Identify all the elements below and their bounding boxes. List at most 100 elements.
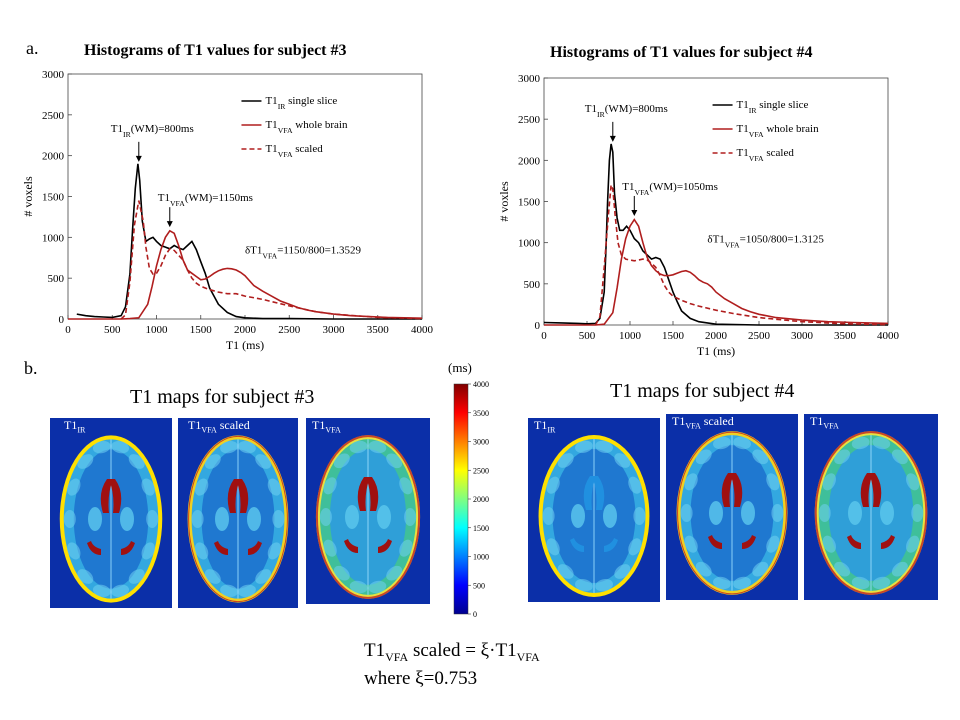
x-axis-label: T1 (ms) [697, 344, 735, 358]
y-tick-label: 2500 [42, 110, 65, 122]
colorbar-tick-label: 4000 [473, 380, 489, 389]
colorbar-gradient [453, 383, 469, 615]
x-tick-label: 0 [541, 330, 547, 342]
t1-map-vfa-scaled-subject3: T1VFA scaled [178, 418, 298, 608]
x-tick-label: 1000 [146, 324, 169, 336]
legend-entry-2: T1VFA scaled [737, 147, 795, 163]
colorbar-tick-label: 3500 [473, 409, 489, 418]
y-tick-label: 3000 [518, 73, 541, 85]
ventricle-horn-left [708, 535, 722, 549]
brain-gyrus [834, 561, 851, 577]
ventricle-horn-right [604, 538, 618, 552]
histogram-chart-subject3: 0 500 1000 1500 2000 2500 3000 3500 4000 0 500 1000… [21, 69, 434, 352]
annotation-arrowhead-1 [166, 221, 173, 228]
y-tick-label: 1000 [42, 232, 65, 244]
ventricle-left [721, 473, 734, 507]
series-line-2 [594, 184, 889, 326]
brain-gyrus [614, 564, 631, 579]
histogram-chart-subject4: 0 500 1000 1500 2000 2500 3000 3500 4000 0 500 1000… [497, 73, 900, 358]
brain-gyrus [128, 569, 145, 584]
series-line-0 [76, 163, 422, 320]
brain-gyrus [628, 476, 642, 494]
x-tick-label: 4000 [877, 330, 900, 342]
x-tick-label: 3000 [791, 330, 814, 342]
y-axis-label: # voxels [21, 176, 35, 217]
colorbar: 0 500 1000 1500 2000 2500 3000 3500 4000 [453, 380, 489, 619]
basal-ganglia-left [345, 505, 359, 529]
map-label: T1VFA scaled [188, 418, 250, 435]
y-tick-label: 1500 [518, 197, 541, 209]
brain-gyrus [766, 535, 780, 553]
map-label: T1VFA scaled [672, 414, 734, 431]
brain-gyrus [111, 441, 130, 454]
y-tick-label: 2500 [518, 114, 541, 126]
series-line-2 [120, 200, 423, 320]
panel-label-b: b. [24, 358, 38, 378]
brain-gyrus [557, 453, 574, 468]
brain-gyrus [595, 440, 613, 453]
brain-gyrus [713, 576, 731, 590]
y-tick-label: 500 [524, 279, 541, 291]
brain-gyrus [695, 561, 712, 577]
colorbar-tick-label: 0 [473, 610, 477, 619]
brain-gyrus [67, 478, 81, 496]
brain-slice [538, 435, 650, 597]
panel-label-a: a. [26, 38, 39, 58]
y-tick-label: 500 [48, 273, 65, 285]
colorbar-tick-label: 2000 [473, 495, 489, 504]
brain-gyrus [733, 576, 751, 590]
brain-gyrus [77, 454, 94, 469]
annotation-1: T1VFA(WM)=1150ms [158, 192, 253, 208]
map-label: T1VFA [312, 418, 341, 435]
legend-entry-1: T1VFA whole brain [265, 119, 348, 135]
brain-gyrus [546, 476, 560, 494]
brain-gyrus [771, 504, 784, 522]
map-label: T1VFA [810, 414, 839, 431]
ventricle-left [100, 479, 113, 513]
colorbar-tick-label: 500 [473, 581, 485, 590]
formula-line1: T1VFA scaled = ξ·T1VFA [364, 640, 540, 664]
basal-ganglia-right [880, 501, 894, 525]
basal-ganglia-left [709, 501, 723, 525]
brain-gyrus [766, 473, 780, 491]
ventricle-left [583, 476, 596, 510]
chart-title-subject4: Histograms of T1 values for subject #4 [550, 44, 813, 61]
x-tick-label: 2000 [234, 324, 257, 336]
colorbar-tick-label: 2500 [473, 466, 489, 475]
maps-title-subject3: T1 maps for subject #3 [130, 386, 315, 408]
brain-gyrus [872, 436, 891, 450]
brain-csf-rim [188, 435, 288, 603]
brain-gyrus [680, 504, 693, 522]
map-label: T1IR [534, 418, 556, 435]
brain-gyrus [614, 453, 631, 468]
brain-csf-rim [677, 431, 787, 595]
annotation-arrowhead-0 [609, 135, 616, 142]
brain-gyrus [272, 510, 285, 528]
annotation-2: δT1VFA=1150/800=1.3529 [245, 245, 362, 261]
ventricle-right [730, 473, 743, 507]
series-line-1 [544, 218, 889, 326]
brain-gyrus [349, 440, 368, 454]
brain-gyrus [255, 569, 272, 584]
ventricle-right [236, 479, 249, 513]
brain-gyrus [141, 478, 155, 496]
brain-gyrus [220, 441, 238, 454]
legend-entry-2: T1VFA scaled [265, 143, 323, 159]
brain-slice [676, 431, 788, 595]
ventricle-horn-right [881, 535, 895, 549]
x-tick-label: 500 [104, 324, 121, 336]
brain-slice [315, 435, 421, 599]
basal-ganglia-left [848, 501, 862, 525]
y-tick-label: 0 [535, 320, 541, 332]
y-tick-label: 2000 [518, 155, 541, 167]
x-tick-label: 3000 [323, 324, 346, 336]
brain-gyrus [891, 561, 908, 577]
x-tick-label: 3500 [367, 324, 390, 336]
legend-entry-0: T1IR single slice [265, 95, 337, 111]
annotation-arrowhead-0 [135, 155, 142, 162]
map-label: T1IR [64, 418, 86, 435]
x-tick-label: 4000 [411, 324, 434, 336]
brain-csf-rim [315, 435, 421, 599]
brain-slice [187, 435, 289, 603]
brain-gyrus [851, 576, 870, 590]
